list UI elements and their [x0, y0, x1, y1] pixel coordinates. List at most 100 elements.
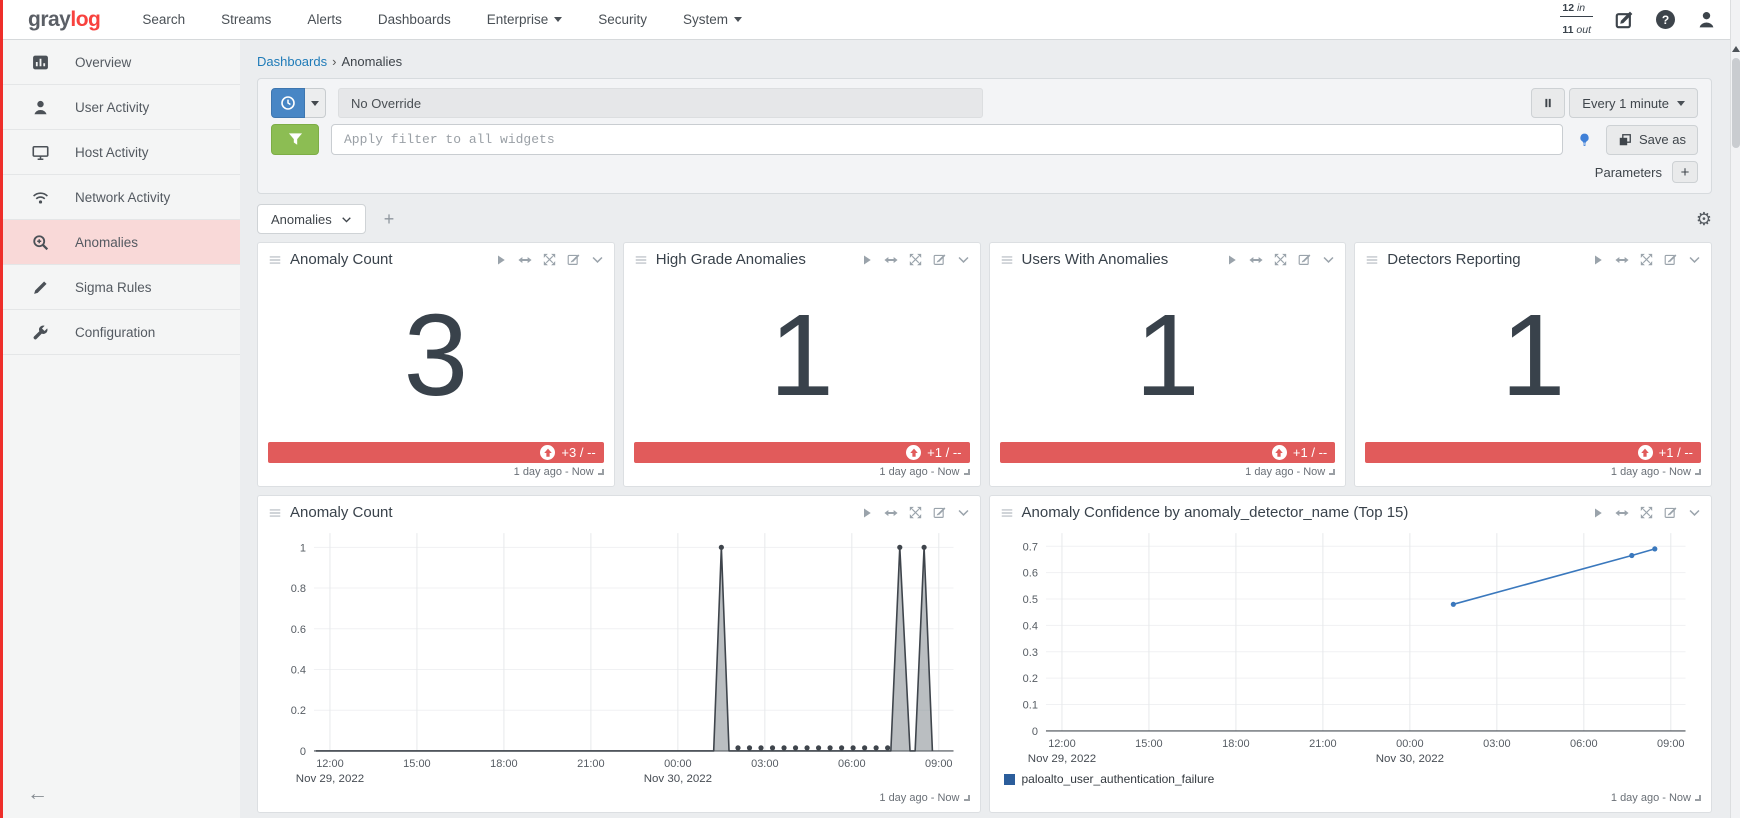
- breadcrumb-dashboards-link[interactable]: Dashboards: [257, 54, 327, 69]
- arrows-horizontal-icon[interactable]: [1249, 253, 1263, 267]
- play-button[interactable]: [1226, 254, 1238, 266]
- arrows-horizontal-icon[interactable]: [518, 253, 532, 267]
- refresh-interval-dropdown[interactable]: Every 1 minute: [1569, 88, 1698, 118]
- top-navbar: graylog Search Streams Alerts Dashboards…: [3, 0, 1730, 40]
- chevron-down-icon[interactable]: [957, 253, 970, 266]
- tab-anomalies[interactable]: Anomalies: [257, 204, 366, 234]
- widget-filter-input[interactable]: [331, 124, 1563, 155]
- resize-handle[interactable]: [1695, 795, 1701, 801]
- chevron-down-icon[interactable]: [957, 506, 970, 519]
- svg-text:0.6: 0.6: [1022, 568, 1037, 580]
- chevron-down-icon[interactable]: [591, 253, 604, 266]
- drag-handle-icon[interactable]: [1365, 253, 1379, 267]
- play-button[interactable]: [861, 254, 873, 266]
- gear-icon[interactable]: ⚙: [1696, 210, 1712, 228]
- sidebar-item-overview[interactable]: Overview: [3, 40, 240, 85]
- user-icon: [32, 98, 50, 116]
- chevron-down-icon[interactable]: [1322, 253, 1335, 266]
- sidebar-item-sigma-rules[interactable]: Sigma Rules: [3, 265, 240, 310]
- edit-widget-icon[interactable]: [933, 506, 946, 519]
- arrows-horizontal-icon[interactable]: [1615, 506, 1629, 520]
- throughput-indicator[interactable]: 12 in 11 out: [1560, 2, 1593, 37]
- play-button[interactable]: [495, 254, 507, 266]
- sidebar-item-anomalies[interactable]: Anomalies: [3, 220, 240, 265]
- widget-anomaly-count: Anomaly Count 3 +3 / -- 1 day ago - Now: [257, 242, 615, 487]
- count-value: 3: [404, 297, 469, 413]
- legend-item[interactable]: paloalto_user_authentication_failure: [1000, 769, 1702, 789]
- arrows-horizontal-icon[interactable]: [884, 506, 898, 520]
- resize-handle[interactable]: [1329, 469, 1335, 475]
- sidebar-item-network-activity[interactable]: Network Activity: [3, 175, 240, 220]
- sidebar-item-host-activity[interactable]: Host Activity: [3, 130, 240, 175]
- filter-funnel-button[interactable]: [271, 124, 319, 155]
- drag-handle-icon[interactable]: [268, 506, 282, 520]
- wrench-icon: [32, 323, 50, 341]
- edit-widget-icon[interactable]: [1298, 253, 1311, 266]
- user-avatar-icon[interactable]: [1697, 10, 1716, 29]
- trend-bar: +1 / --: [634, 442, 970, 463]
- play-button[interactable]: [1592, 254, 1604, 266]
- time-range-caret-button[interactable]: [305, 88, 326, 118]
- breadcrumb-current: Anomalies: [341, 54, 402, 69]
- edit-widget-icon[interactable]: [1664, 253, 1677, 266]
- nav-item-system[interactable]: System: [683, 12, 742, 27]
- help-icon[interactable]: ?: [1656, 10, 1675, 29]
- drag-handle-icon[interactable]: [1000, 506, 1014, 520]
- nav-item-streams[interactable]: Streams: [221, 12, 271, 27]
- play-button[interactable]: [1592, 507, 1604, 519]
- sidebar-item-user-activity[interactable]: User Activity: [3, 85, 240, 130]
- caret-down-icon: [554, 17, 562, 22]
- time-range-label: 1 day ago - Now: [1245, 466, 1325, 478]
- scrollbar-thumb[interactable]: [1732, 58, 1740, 148]
- edit-widget-icon[interactable]: [1664, 506, 1677, 519]
- widget-high-grade-anomalies: High Grade Anomalies 1 +1 / -- 1 day ago…: [623, 242, 981, 487]
- expand-arrows-icon[interactable]: [909, 253, 922, 266]
- collapse-sidebar-back-icon[interactable]: ←: [27, 782, 48, 806]
- scrollbar[interactable]: [1730, 0, 1740, 818]
- resize-handle[interactable]: [964, 469, 970, 475]
- play-button[interactable]: [861, 507, 873, 519]
- svg-text:03:00: 03:00: [1483, 738, 1511, 750]
- trend-bar: +3 / --: [268, 442, 604, 463]
- add-tab-button[interactable]: +: [384, 209, 395, 230]
- clock-icon[interactable]: [271, 88, 305, 118]
- add-parameter-button[interactable]: +: [1672, 161, 1698, 183]
- nav-item-alerts[interactable]: Alerts: [307, 12, 342, 27]
- edit-widget-icon[interactable]: [567, 253, 580, 266]
- arrows-horizontal-icon[interactable]: [1615, 253, 1629, 267]
- chevron-down-icon[interactable]: [1688, 253, 1701, 266]
- expand-arrows-icon[interactable]: [543, 253, 556, 266]
- nav-item-search[interactable]: Search: [142, 12, 185, 27]
- drag-handle-icon[interactable]: [1000, 253, 1014, 267]
- pause-refresh-button[interactable]: [1531, 88, 1565, 118]
- resize-handle[interactable]: [1695, 469, 1701, 475]
- expand-arrows-icon[interactable]: [909, 506, 922, 519]
- navbar-right: 12 in 11 out ?: [1560, 2, 1716, 37]
- save-as-button[interactable]: Save as: [1606, 125, 1698, 155]
- arrows-horizontal-icon[interactable]: [884, 253, 898, 267]
- anomaly-confidence-chart[interactable]: 00.10.20.30.40.50.60.712:00Nov 29, 20221…: [1000, 521, 1702, 769]
- lightbulb-icon[interactable]: [1577, 132, 1592, 148]
- svg-text:0: 0: [300, 746, 306, 758]
- scroll-up-arrow[interactable]: [1731, 44, 1740, 54]
- edit-pencil-square-icon[interactable]: [1615, 10, 1634, 29]
- nav-item-dashboards[interactable]: Dashboards: [378, 12, 451, 27]
- graylog-logo[interactable]: graylog: [28, 8, 100, 32]
- expand-arrows-icon[interactable]: [1640, 506, 1653, 519]
- expand-arrows-icon[interactable]: [1274, 253, 1287, 266]
- anomaly-count-chart[interactable]: 00.20.40.60.8112:00Nov 29, 202215:0018:0…: [268, 521, 970, 789]
- nav-item-security[interactable]: Security: [598, 12, 647, 27]
- nav-item-enterprise[interactable]: Enterprise: [487, 12, 563, 27]
- drag-handle-icon[interactable]: [268, 253, 282, 267]
- sidebar-item-configuration[interactable]: Configuration: [3, 310, 240, 355]
- widget-grid: Anomaly Count 3 +3 / -- 1 day ago - Now: [257, 242, 1712, 813]
- edit-widget-icon[interactable]: [933, 253, 946, 266]
- search-plus-icon: [32, 233, 50, 251]
- drag-handle-icon[interactable]: [634, 253, 648, 267]
- resize-handle[interactable]: [598, 469, 604, 475]
- expand-arrows-icon[interactable]: [1640, 253, 1653, 266]
- time-override-field[interactable]: [338, 88, 983, 118]
- chevron-down-icon[interactable]: [1688, 506, 1701, 519]
- widget-title: Anomaly Count: [290, 251, 393, 268]
- resize-handle[interactable]: [964, 795, 970, 801]
